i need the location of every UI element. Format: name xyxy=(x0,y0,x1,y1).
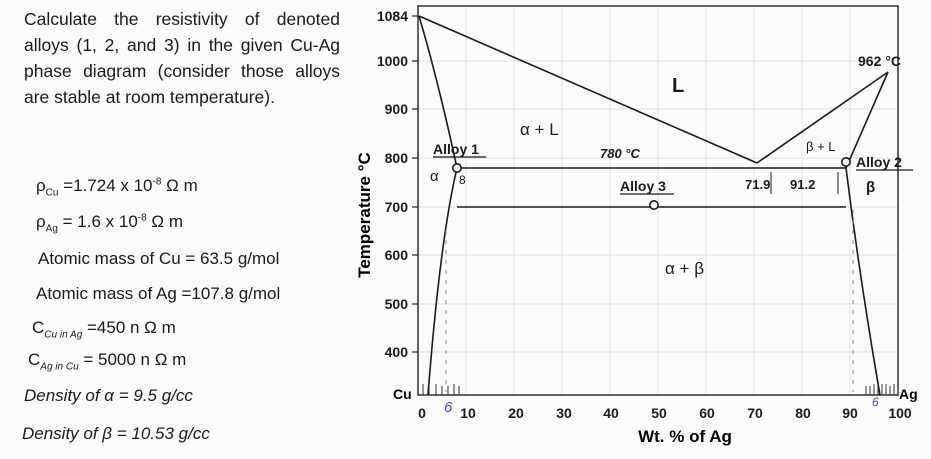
handwritten-6-right: 6 xyxy=(872,395,879,409)
y-tick-600: 600 xyxy=(385,247,409,263)
beta-solvus-comp-label: 91.2 xyxy=(790,177,815,192)
beta-solidus xyxy=(845,71,889,169)
liquidus-left xyxy=(418,15,758,164)
handwritten-6-left: 6 xyxy=(444,399,453,416)
x-axis-label: Wt. % of Ag xyxy=(638,427,732,446)
alloy1-label: Alloy 1 xyxy=(433,141,479,157)
region-alpha: α xyxy=(430,168,439,185)
density-beta: Density of β = 10.53 g/cc xyxy=(22,424,210,443)
x-tick-30: 30 xyxy=(556,405,572,421)
grid xyxy=(418,6,898,395)
region-alpha-beta: α + β xyxy=(665,259,704,278)
c-ag-in-cu: CAg in Cu = 5000 n Ω m xyxy=(28,350,187,373)
x-tick-100: 100 xyxy=(888,405,912,421)
y-tick-1084: 1084 xyxy=(377,8,408,24)
y-tick-800: 800 xyxy=(385,150,409,166)
ag-end-label: Ag xyxy=(899,386,918,402)
atomic-mass-ag: Atomic mass of Ag =107.8 g/mol xyxy=(36,284,281,303)
alloy3-label: Alloy 3 xyxy=(620,178,666,194)
alloy-label-underlines xyxy=(433,156,913,195)
ag-melting-label: 962 °C xyxy=(858,53,901,69)
region-alpha-liquid: α + L xyxy=(520,120,559,139)
atomic-mass-cu: Atomic mass of Cu = 63.5 g/mol xyxy=(38,249,280,268)
tick-marks xyxy=(412,15,418,353)
alloy-markers xyxy=(451,157,851,211)
rho-cu: ρCu =1.724 x 10-8 Ω m xyxy=(36,176,198,199)
hand-drawn-lines xyxy=(445,210,854,392)
y-tick-700: 700 xyxy=(385,199,409,215)
density-alpha: Density of α = 9.5 g/cc xyxy=(24,386,193,405)
y-axis-label: Temperature °C xyxy=(355,152,374,278)
x-tick-80: 80 xyxy=(795,405,811,421)
comp-label-ticks xyxy=(770,172,839,194)
bottom-hatch-marks xyxy=(422,384,895,395)
rho-ag: ρAg = 1.6 x 10-8 Ω m xyxy=(36,212,184,235)
region-beta-liquid: β + L xyxy=(806,139,836,154)
region-liquid: L xyxy=(672,75,684,97)
question-text: Calculate the resistivity of denoted all… xyxy=(24,9,340,107)
liquidus-right xyxy=(756,71,889,164)
alpha-solvus xyxy=(427,167,458,396)
alloy1-marker xyxy=(451,163,462,174)
x-tick-60: 60 xyxy=(699,405,715,421)
alpha-solidus xyxy=(418,15,458,169)
alloy2-label: Alloy 2 xyxy=(856,154,902,170)
x-tick-90: 90 xyxy=(842,405,858,421)
x-tick-50: 50 xyxy=(651,405,667,421)
eutectic-temp-label: 780 °C xyxy=(600,146,641,161)
cu-end-label: Cu xyxy=(393,386,412,402)
c-cu-in-ag: CCu in Ag =450 n Ω m xyxy=(32,318,176,341)
y-tick-900: 900 xyxy=(385,101,409,117)
alpha-solvus-comp-label: 8 xyxy=(459,173,466,187)
y-tick-400: 400 xyxy=(385,344,409,360)
y-tick-500: 500 xyxy=(385,296,409,312)
x-tick-0: 0 xyxy=(418,405,426,421)
x-tick-40: 40 xyxy=(603,405,619,421)
region-beta: β xyxy=(866,179,875,196)
alloy2-marker xyxy=(840,157,851,168)
x-tick-70: 70 xyxy=(747,405,763,421)
x-tick-20: 20 xyxy=(508,405,524,421)
eutectic-comp-label: 71.9 xyxy=(745,177,770,192)
beta-solvus xyxy=(845,167,881,396)
x-tick-10: 10 xyxy=(460,405,476,421)
plot-frame xyxy=(417,5,899,396)
alloy3-marker xyxy=(648,200,659,211)
y-tick-1000: 1000 xyxy=(377,53,408,69)
